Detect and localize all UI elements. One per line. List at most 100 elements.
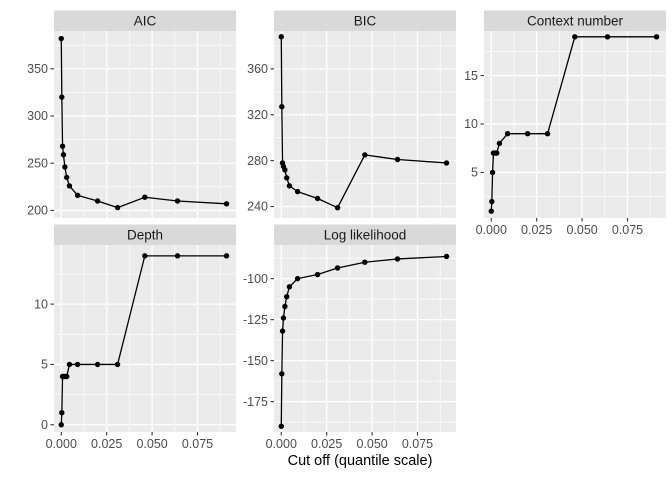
data-point [488, 208, 494, 214]
data-point [282, 167, 288, 173]
data-point [394, 156, 401, 163]
panel-background [54, 245, 236, 432]
data-point [334, 265, 341, 271]
y-tick-label: 240 [247, 200, 268, 214]
facet-strip [274, 224, 456, 245]
panel-depth: Depth 0 5 10 0.000 0.025 0.050 0.075 [34, 224, 236, 451]
data-point [279, 104, 285, 110]
data-point [94, 198, 101, 204]
panel-context-number: Context number 5 10 15 0.000 0.025 0.050 0.075 [464, 10, 666, 237]
data-point [334, 204, 341, 211]
x-tick-label: 0.075 [612, 223, 643, 237]
x-axis-title: Cut off (quantile scale) [288, 453, 433, 469]
data-point [284, 293, 290, 300]
data-point [489, 198, 495, 205]
data-point [59, 143, 66, 149]
data-point [362, 152, 368, 158]
x-tick-label: 0.075 [182, 437, 213, 451]
panel-aic: AIC 200 250 300 350 [27, 10, 236, 218]
data-point [314, 195, 321, 202]
y-tick-label: 5 [471, 166, 478, 180]
facet-strip-label: AIC [134, 14, 157, 29]
y-tick-label: 15 [464, 69, 478, 83]
facet-strip-label: BIC [354, 14, 377, 29]
data-point [282, 303, 288, 310]
data-point [62, 164, 68, 170]
panels-group: AIC 200 250 300 350 BIC 240 280 320 360 Context nu… [27, 10, 666, 451]
x-tick-label: 0.075 [402, 437, 433, 451]
y-tick-label: -125 [243, 313, 268, 327]
data-point [443, 160, 450, 166]
x-tick-label: 0.050 [356, 437, 387, 451]
data-point [64, 373, 70, 380]
data-point [60, 152, 67, 158]
data-point [66, 183, 73, 189]
data-point [74, 361, 81, 368]
x-tick-label: 0.025 [91, 437, 122, 451]
y-tick-label: 360 [247, 62, 268, 76]
data-point [174, 198, 181, 204]
data-point [142, 194, 148, 200]
data-point [64, 174, 70, 181]
data-point [142, 253, 148, 259]
panel-bic: BIC 240 280 320 360 [247, 10, 456, 218]
data-point [443, 253, 450, 260]
x-tick-label: 0.000 [266, 437, 297, 451]
x-tick-label: 0.000 [46, 437, 77, 451]
data-point [362, 259, 368, 265]
data-point [284, 175, 290, 181]
y-tick-label: 280 [247, 154, 268, 168]
data-point [494, 150, 500, 156]
data-point [294, 188, 301, 195]
data-point [280, 315, 287, 321]
data-point [94, 361, 101, 368]
y-tick-label: 5 [41, 358, 48, 372]
facet-strip [54, 10, 236, 31]
data-point [524, 131, 531, 137]
data-point [223, 253, 230, 259]
data-point [572, 34, 578, 40]
data-point [223, 201, 230, 207]
x-tick-label: 0.050 [136, 437, 167, 451]
data-point [278, 34, 284, 40]
panel-log-likelihood: Log likelihood -175 -150 -125 -100 0.000 0.025… [243, 224, 456, 451]
data-point [174, 253, 181, 259]
y-tick-label: 320 [247, 108, 268, 122]
data-point [394, 256, 401, 262]
x-tick-label: 0.025 [311, 437, 342, 451]
y-tick-label: -175 [243, 395, 268, 409]
x-tick-label: 0.000 [476, 223, 507, 237]
x-tick-label: 0.025 [521, 223, 552, 237]
y-tick-label: 10 [464, 117, 478, 131]
facet-strip-label: Context number [527, 14, 624, 29]
data-point [294, 275, 301, 282]
data-point [489, 169, 496, 176]
data-point [278, 423, 284, 429]
y-tick-label: 200 [27, 204, 48, 218]
facet-strip [54, 224, 236, 245]
y-tick-label: 300 [27, 109, 48, 123]
data-point [604, 34, 611, 40]
data-point [314, 271, 321, 278]
data-point [504, 131, 511, 137]
data-point [66, 361, 73, 368]
data-point [58, 35, 64, 42]
panel-background [274, 31, 456, 218]
facet-strip-label: Log likelihood [324, 228, 407, 243]
data-point [496, 140, 503, 147]
data-point [279, 328, 286, 334]
data-point [653, 34, 660, 40]
data-point [286, 284, 293, 290]
facet-strip-label: Depth [127, 228, 163, 243]
y-tick-label: 10 [34, 297, 48, 311]
data-point [286, 183, 293, 189]
data-point [544, 131, 551, 137]
data-point [74, 192, 81, 199]
y-tick-label: -100 [243, 272, 268, 286]
panel-background [54, 31, 236, 218]
panel-background [274, 245, 456, 432]
facet-strip [274, 10, 456, 31]
x-tick-label: 0.050 [566, 223, 597, 237]
y-tick-label: 350 [27, 62, 48, 76]
